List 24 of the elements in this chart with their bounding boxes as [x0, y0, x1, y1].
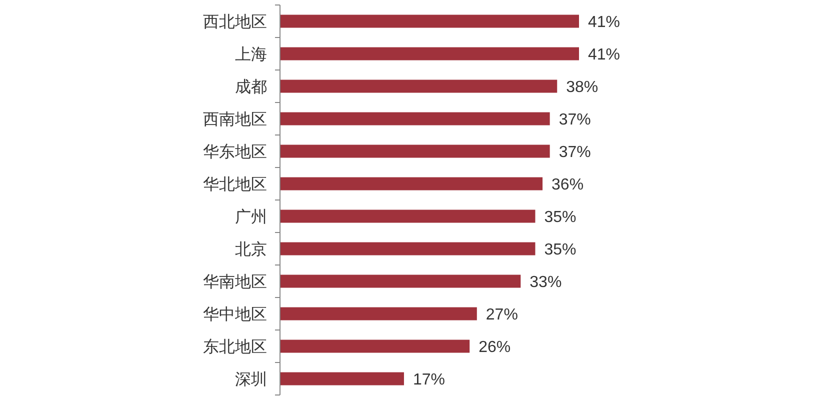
data-label: 37% [558, 111, 591, 128]
data-label: 38% [566, 78, 598, 96]
y-tick-label: 深圳 [235, 370, 267, 388]
y-tick-label: 华中地区 [203, 305, 267, 324]
data-label: 36% [552, 176, 584, 194]
y-tick-label: 西北地区 [203, 12, 267, 31]
y-tick-label: 东北地区 [203, 338, 267, 356]
y-tick-label: 北京 [235, 240, 267, 258]
y-tick-label: 华东地区 [203, 142, 267, 161]
data-label: 17% [412, 371, 446, 388]
y-tick-label: 成都 [235, 78, 267, 96]
y-tick-label: 华北地区 [203, 175, 267, 194]
data-label: 35% [544, 241, 576, 258]
y-tick-label: 西南地区 [203, 110, 267, 128]
y-tick-label: 上海 [235, 45, 267, 64]
data-label: 41% [588, 14, 620, 31]
data-label: 35% [544, 208, 576, 226]
data-label: 37% [558, 144, 591, 161]
data-label: 41% [588, 46, 620, 64]
y-tick-label: 华南地区 [203, 272, 267, 291]
data-label: 27% [486, 306, 518, 324]
y-tick-label: 广州 [235, 208, 267, 226]
data-label: 26% [478, 338, 511, 356]
data-label: 33% [530, 274, 562, 291]
